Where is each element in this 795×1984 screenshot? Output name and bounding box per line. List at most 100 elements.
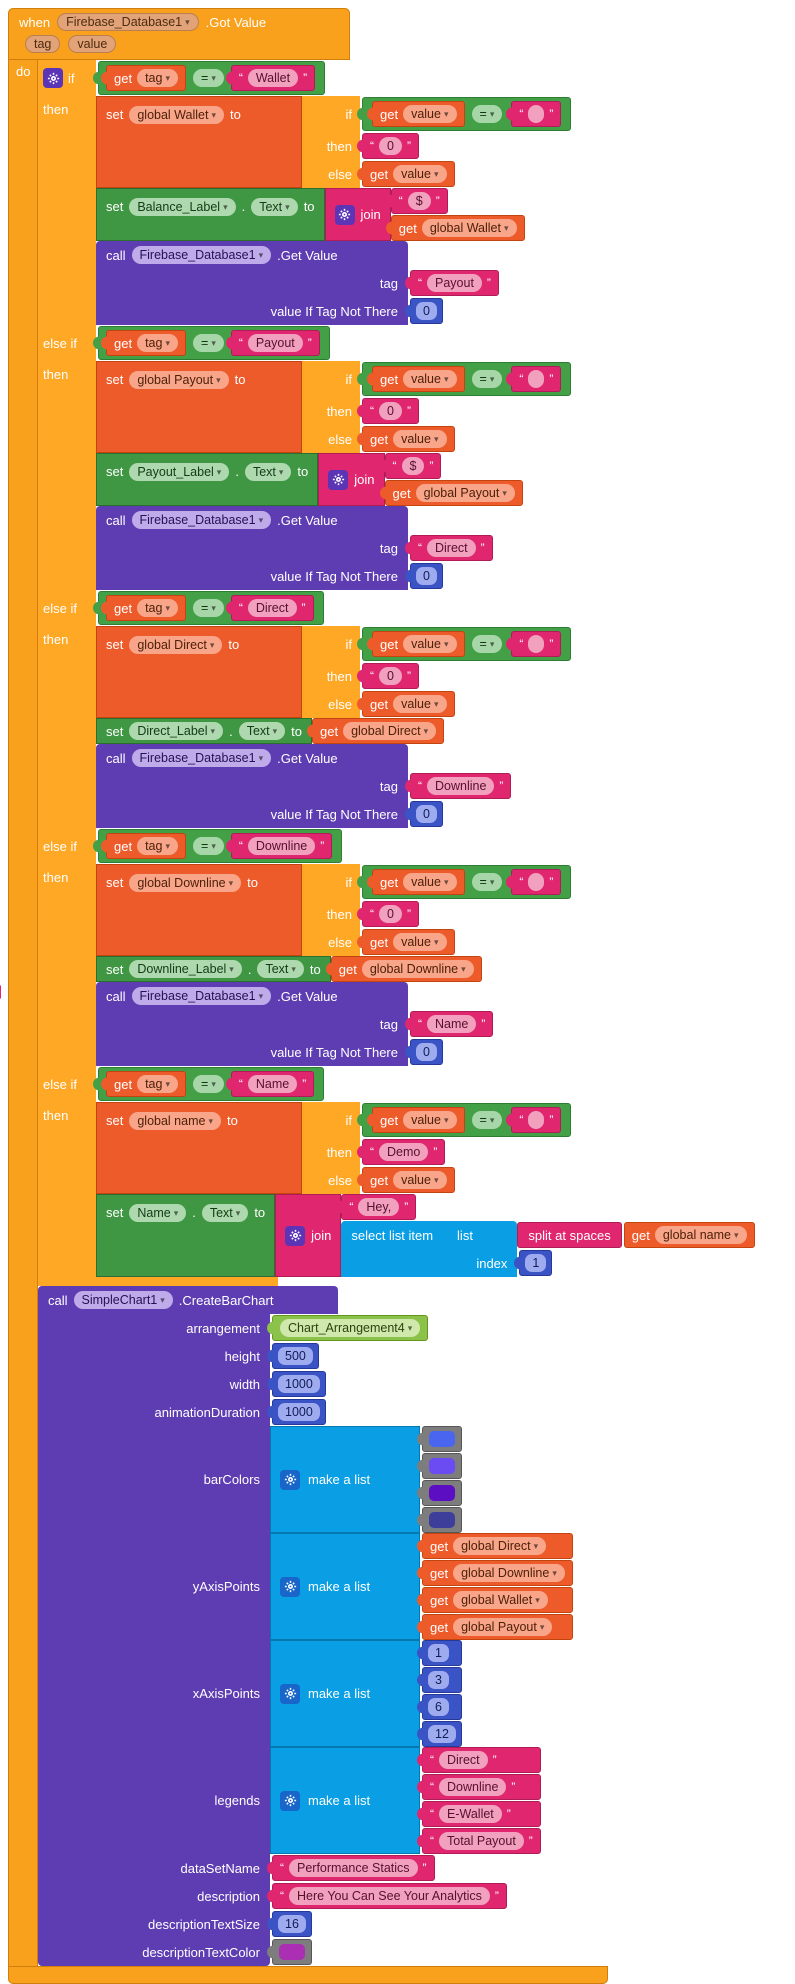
number-block[interactable]: 12 [422,1721,462,1747]
component-dropdown[interactable]: SimpleChart1 ▾ [73,1291,173,1309]
inline-if-block[interactable]: if get value ▾ = ▾ “” then “0” [302,626,572,718]
mutator-gear-icon[interactable] [285,1225,306,1246]
mutator-gear-icon[interactable] [334,204,355,225]
equals-block[interactable]: get value ▾ = ▾ “” [362,865,572,899]
param-tag[interactable]: tag [25,35,61,53]
get-global-wallet-block[interactable]: get global Wallet ▾ [422,1587,573,1613]
number-block[interactable]: 0 [410,298,443,324]
equals-block[interactable]: get tag ▾ = ▾ “Downline” [98,829,343,863]
empty-string-block[interactable]: “” [511,366,562,392]
set-global-payout-block[interactable]: set global Payout ▾ to if get value ▾ = ▾ [96,361,572,453]
call-getvalue-block[interactable]: call Firebase_Database1 ▾ .Get Value tag … [96,744,512,828]
string-block[interactable]: “Downline” [410,773,512,799]
component-dropdown[interactable]: Firebase_Database1 ▾ [131,246,272,264]
string-block[interactable]: “Hey,” [341,1194,417,1220]
variable-dropdown[interactable]: global Wallet ▾ [129,106,224,124]
empty-string-block[interactable]: “” [511,101,562,127]
call-getvalue-block[interactable]: call Firebase_Database1 ▾ .Get Value tag … [96,506,493,590]
number-block[interactable]: 0 [410,563,443,589]
string-block[interactable]: “Name” [410,1011,494,1037]
set-global-wallet-block[interactable]: set global Wallet ▾ to if get value ▾ = ▾ [96,96,572,188]
string-block[interactable]: “Direct” [422,1747,541,1773]
string-block[interactable]: “Demo” [362,1139,446,1165]
mutator-gear-icon[interactable] [43,68,63,88]
make-a-list-bar-colors[interactable]: make a list [270,1426,462,1533]
when-event-block[interactable]: when Firebase_Database1 ▾ .Got Value tag … [8,8,795,1984]
set-direct-label-block[interactable]: set Direct_Label ▾ . Text ▾ to get global D… [96,718,445,744]
equals-block[interactable]: get value ▾ = ▾ “” [362,627,572,661]
inline-if-block[interactable]: if get value ▾ = ▾ “” then “Demo” [302,1102,572,1194]
param-value[interactable]: value [68,35,117,53]
equals-block[interactable]: get value ▾ = ▾ “” [362,362,572,396]
inline-if-block[interactable]: if get value ▾ = ▾ “” then “0” [302,361,572,453]
join-block[interactable]: join “$” get global Payout ▾ [318,453,523,506]
string-block[interactable]: “E-Wallet” [422,1801,541,1827]
string-block[interactable]: “0” [362,398,419,424]
mutator-gear-icon[interactable] [280,1790,300,1811]
component-dropdown[interactable]: Firebase_Database1 ▾ [57,13,199,31]
get-value-block[interactable]: get value ▾ [372,101,465,127]
if-block[interactable]: if get tag ▾ = ▾ “Wallet” then [38,60,755,1286]
get-tag-block[interactable]: get tag ▾ [106,595,186,621]
when-block-header[interactable]: when Firebase_Database1 ▾ .Got Value tag … [8,8,350,60]
equals-block[interactable]: get tag ▾ = ▾ “Name” [98,1067,325,1101]
number-block[interactable]: 500 [272,1343,319,1369]
color-block[interactable] [422,1507,462,1533]
component-dropdown[interactable]: Balance_Label ▾ [129,198,236,216]
color-block[interactable] [422,1453,462,1479]
string-block[interactable]: “Performance Statics” [272,1855,435,1881]
get-global-payout-block[interactable]: get global Payout ▾ [384,480,523,506]
property-dropdown[interactable]: Text ▾ [251,198,298,216]
mutator-gear-icon[interactable] [328,469,349,490]
get-global-name-block[interactable]: get global name ▾ [623,1222,755,1248]
equals-block[interactable]: get tag ▾ = ▾ “Wallet” [98,61,326,95]
set-global-downline-block[interactable]: set global Downline ▾ to if get value ▾ = ▾ [96,864,572,956]
number-block[interactable]: 1 [519,1250,553,1276]
make-a-list-legends[interactable]: make a list “Direct” “Downline” “E-Walle… [270,1747,541,1854]
number-block[interactable]: 16 [272,1911,312,1937]
get-value-block[interactable]: get value ▾ [362,161,455,187]
string-block[interactable]: “Payout” [410,270,499,296]
string-block[interactable]: “0” [362,901,419,927]
call-getvalue-block[interactable]: call Firebase_Database1 ▾ .Get Value tag … [96,241,499,325]
number-block[interactable]: 0 [410,1039,443,1065]
mutator-gear-icon[interactable] [280,1576,300,1597]
string-block[interactable]: “Name” [230,1071,315,1097]
mutator-gear-icon[interactable] [280,1469,300,1490]
number-block[interactable]: 6 [422,1694,462,1720]
operator-dropdown[interactable]: = ▾ [193,334,224,352]
get-value-block[interactable]: get value ▾ [372,366,465,392]
string-block[interactable]: “0” [362,133,419,159]
inline-if-block[interactable]: if get value ▾ = ▾ “” then “0” [302,864,572,956]
chart-arrangement-block[interactable]: Chart_Arrangement4 ▾ [272,1315,429,1341]
equals-block[interactable]: get tag ▾ = ▾ “Payout” [98,326,330,360]
equals-block[interactable]: get value ▾ = ▾ “” [362,97,572,131]
number-block[interactable]: 0 [410,801,443,827]
get-global-direct-block[interactable]: get global Direct ▾ [312,718,445,744]
string-block[interactable]: “Downline” [230,833,333,859]
make-a-list-x-axis[interactable]: make a list 1 3 6 12 [270,1640,462,1747]
inline-if-block[interactable]: if get value ▾ = ▾ “” then “0” [302,96,572,188]
color-block[interactable] [422,1426,462,1452]
join-block[interactable]: join “Hey,” select list item list [275,1194,755,1277]
variable-dropdown[interactable]: tag ▾ [137,69,178,87]
number-block[interactable]: 3 [422,1667,462,1693]
empty-string-block[interactable]: “” [511,1107,562,1133]
equals-block[interactable]: get tag ▾ = ▾ “Direct” [98,591,324,625]
set-global-direct-block[interactable]: set global Direct ▾ to if get value ▾ = ▾ [96,626,572,718]
get-tag-block[interactable]: get tag ▾ [106,65,186,91]
set-name-text-block[interactable]: set Name ▾ . Text ▾ to join [96,1194,755,1277]
join-block[interactable]: join “$” get global Wallet ▾ [324,188,525,241]
number-block[interactable]: 1000 [272,1399,326,1425]
string-block[interactable]: “Downline” [422,1774,541,1800]
empty-string-block[interactable]: “” [511,869,562,895]
get-value-block[interactable]: get value ▾ [362,426,455,452]
get-global-downline-block[interactable]: get global Downline ▾ [330,956,482,982]
string-block[interactable]: “Here You Can See Your Analytics” [272,1883,507,1909]
set-balance-label-block[interactable]: set Balance_Label ▾ . Text ▾ to join [96,188,525,241]
string-block[interactable]: “Direct” [230,595,314,621]
string-block[interactable]: “$” [384,453,442,479]
get-global-payout-block[interactable]: get global Payout ▾ [422,1614,573,1640]
number-block[interactable]: 1000 [272,1371,326,1397]
equals-block[interactable]: get value ▾ = ▾ “” [362,1103,572,1137]
